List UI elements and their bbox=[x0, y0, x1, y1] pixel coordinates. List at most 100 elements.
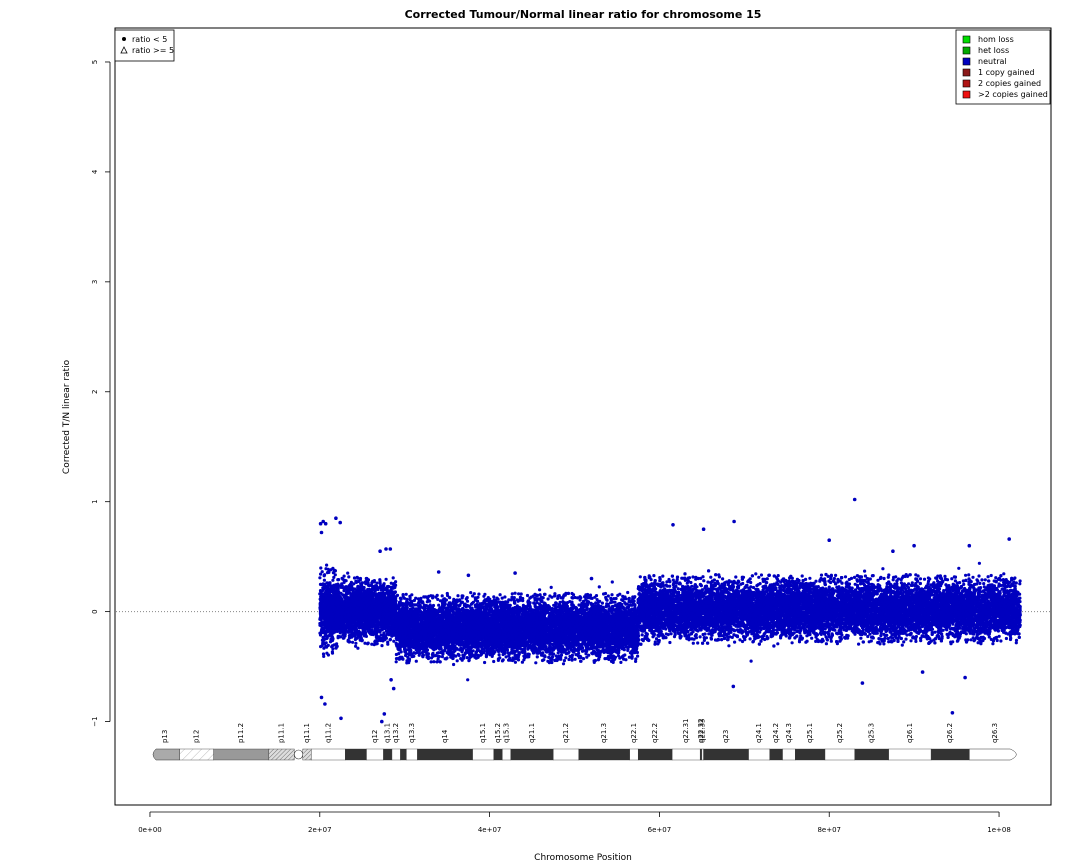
data-point bbox=[356, 619, 359, 622]
data-point bbox=[328, 625, 331, 628]
data-point bbox=[355, 589, 358, 592]
data-point bbox=[327, 568, 330, 571]
data-point bbox=[385, 578, 388, 581]
data-point bbox=[368, 613, 371, 616]
data-point bbox=[346, 572, 349, 575]
data-point bbox=[341, 584, 344, 587]
data-point bbox=[349, 629, 352, 632]
data-point bbox=[385, 604, 388, 607]
data-points bbox=[318, 562, 1022, 682]
data-point bbox=[359, 590, 362, 593]
data-point bbox=[352, 598, 355, 601]
data-point bbox=[364, 580, 367, 583]
data-point bbox=[347, 575, 350, 578]
data-point bbox=[368, 602, 371, 605]
data-point bbox=[379, 582, 382, 585]
data-point bbox=[386, 629, 389, 632]
data-point bbox=[636, 655, 639, 658]
data-point bbox=[350, 602, 353, 605]
data-point bbox=[323, 617, 326, 620]
data-point bbox=[328, 622, 331, 625]
data-point bbox=[384, 635, 387, 638]
data-point bbox=[322, 655, 325, 658]
data-point bbox=[359, 612, 362, 615]
data-point bbox=[337, 625, 340, 628]
data-point bbox=[359, 622, 362, 625]
data-point bbox=[378, 638, 381, 641]
data-point bbox=[356, 637, 359, 640]
data-point bbox=[343, 575, 346, 578]
data-point bbox=[338, 635, 341, 638]
data-point bbox=[344, 603, 347, 606]
data-point bbox=[389, 638, 392, 641]
data-point bbox=[337, 602, 340, 605]
data-point bbox=[387, 633, 390, 636]
data-point bbox=[369, 621, 372, 624]
data-point bbox=[319, 617, 322, 620]
data-point bbox=[391, 612, 394, 615]
data-point bbox=[343, 587, 346, 590]
data-point bbox=[380, 587, 383, 590]
data-point bbox=[329, 640, 332, 643]
data-point bbox=[360, 587, 363, 590]
data-point bbox=[353, 593, 356, 596]
data-point bbox=[342, 626, 345, 629]
data-point bbox=[322, 636, 325, 639]
data-point bbox=[329, 601, 332, 604]
data-point bbox=[326, 609, 329, 612]
data-point bbox=[372, 630, 375, 633]
data-point bbox=[374, 584, 377, 587]
data-point bbox=[381, 639, 384, 642]
data-point bbox=[369, 593, 372, 596]
data-point bbox=[374, 593, 377, 596]
data-point bbox=[392, 640, 395, 643]
data-point bbox=[360, 626, 363, 629]
data-point bbox=[332, 576, 335, 579]
data-point bbox=[351, 641, 354, 644]
data-point bbox=[323, 579, 326, 582]
data-point bbox=[355, 622, 358, 625]
data-point bbox=[386, 641, 389, 644]
data-point bbox=[378, 616, 381, 619]
data-point bbox=[430, 660, 433, 663]
data-point bbox=[379, 600, 382, 603]
data-point bbox=[358, 604, 361, 607]
data-point bbox=[322, 588, 325, 591]
data-point bbox=[327, 571, 330, 574]
data-point bbox=[355, 601, 358, 604]
data-point bbox=[383, 602, 386, 605]
data-point bbox=[330, 594, 333, 597]
data-point bbox=[328, 633, 331, 636]
data-point bbox=[374, 589, 377, 592]
data-point bbox=[357, 607, 360, 610]
data-point bbox=[458, 604, 461, 607]
data-point bbox=[367, 595, 370, 598]
data-point bbox=[354, 645, 357, 648]
data-point bbox=[327, 644, 330, 647]
data-point bbox=[379, 623, 382, 626]
data-point bbox=[354, 629, 357, 632]
data-point bbox=[372, 600, 375, 603]
data-point bbox=[359, 577, 362, 580]
data-point bbox=[331, 652, 334, 655]
data-point bbox=[388, 591, 391, 594]
data-point bbox=[383, 582, 386, 585]
data-point bbox=[376, 607, 379, 610]
data-point bbox=[367, 642, 370, 645]
data-point bbox=[388, 585, 391, 588]
data-point bbox=[326, 605, 329, 608]
data-point bbox=[337, 618, 340, 621]
data-point bbox=[330, 597, 333, 600]
data-point bbox=[353, 635, 356, 638]
data-point bbox=[333, 570, 336, 573]
data-point bbox=[375, 628, 378, 631]
data-point bbox=[373, 607, 376, 610]
data-point bbox=[376, 626, 379, 629]
data-point bbox=[341, 593, 344, 596]
data-point bbox=[369, 625, 372, 628]
data-point bbox=[321, 621, 324, 624]
data-point bbox=[365, 635, 368, 638]
data-point bbox=[353, 612, 356, 615]
data-point bbox=[363, 609, 366, 612]
data-point bbox=[320, 598, 323, 601]
